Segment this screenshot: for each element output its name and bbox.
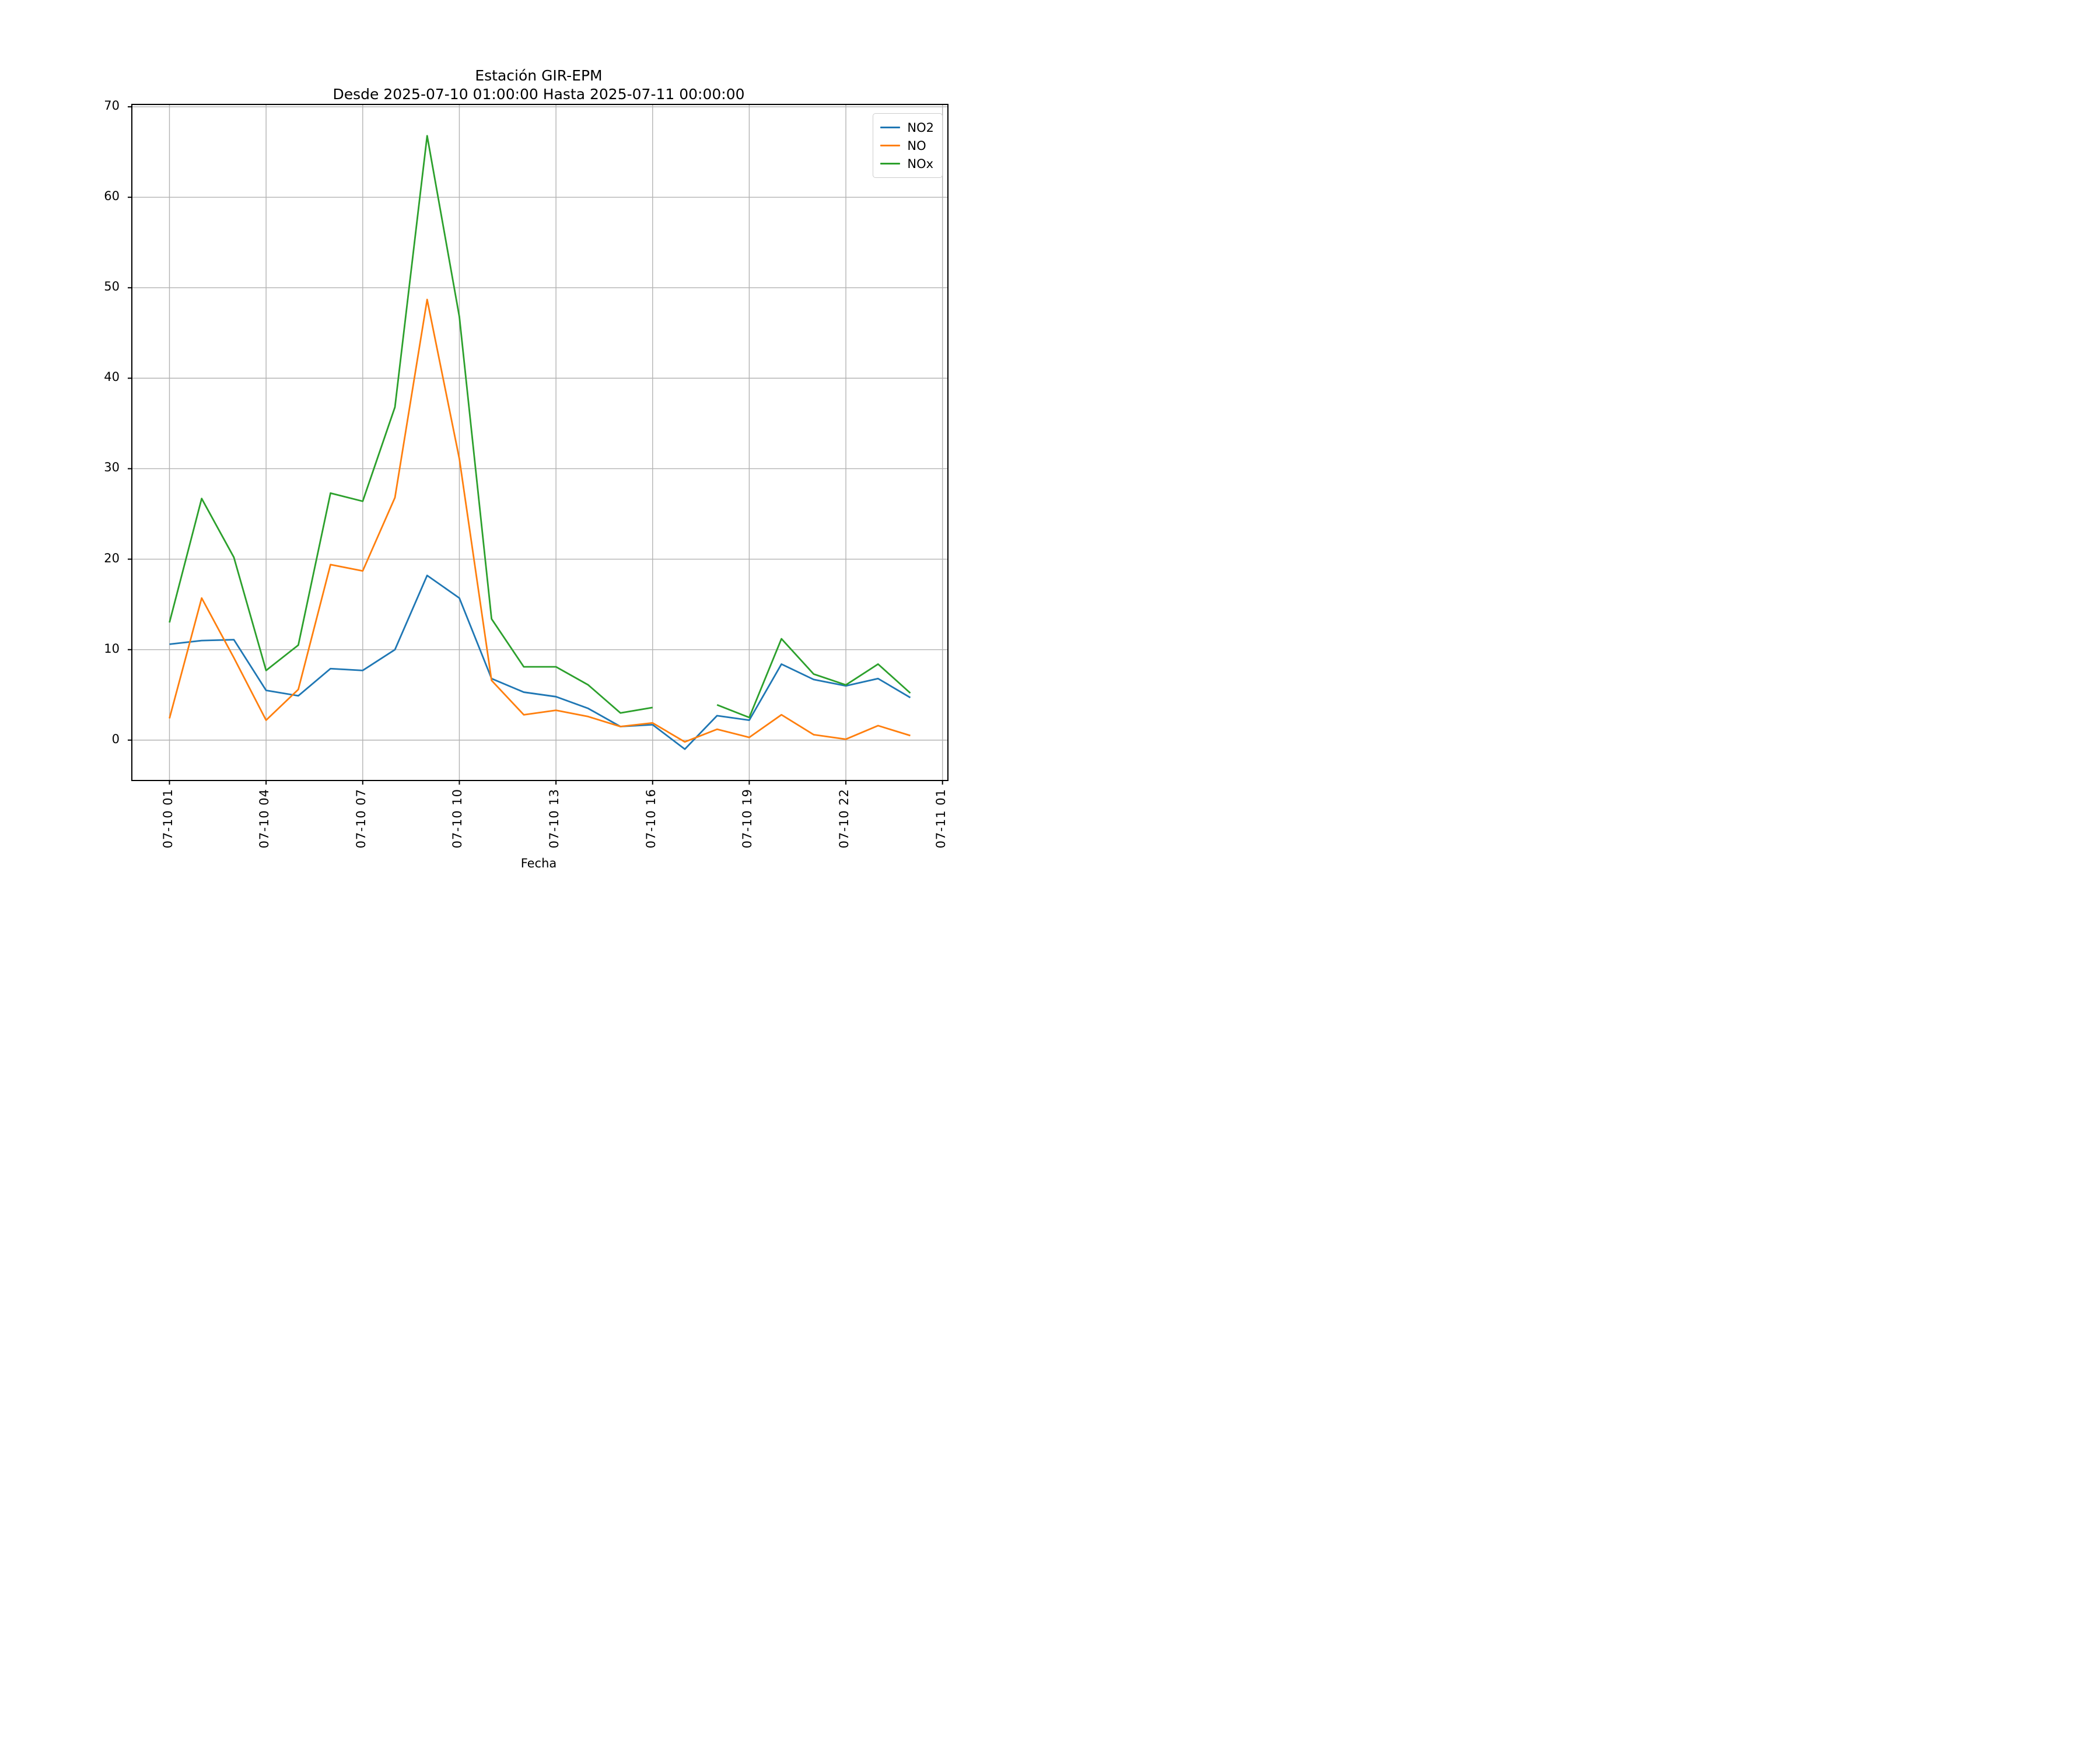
- legend-line-swatch-no2: [880, 127, 901, 128]
- legend-entry-no: NO: [880, 136, 934, 155]
- series-line-nox: [716, 638, 911, 719]
- x-axis-label: Fecha: [520, 856, 557, 870]
- plot-area: NO2 NO NOx: [128, 104, 949, 785]
- x-tick-label: 07-10 13: [547, 789, 562, 849]
- legend-label-no: NO: [907, 138, 926, 153]
- series-line-no: [169, 299, 911, 743]
- x-tick-label: 07-11 01: [933, 789, 948, 849]
- x-tick-label: 07-10 16: [643, 789, 658, 849]
- x-tick-label: 07-10 04: [257, 789, 272, 849]
- figure: Estación GIR-EPM Desde 2025-07-10 01:00:…: [0, 0, 1050, 875]
- y-tick-label: 50: [104, 279, 120, 294]
- chart-subtitle: Desde 2025-07-10 01:00:00 Hasta 2025-07-…: [332, 86, 745, 103]
- y-tick-label: 60: [104, 189, 120, 204]
- chart-title: Estación GIR-EPM: [475, 67, 603, 84]
- y-tick-label: 20: [104, 551, 120, 565]
- y-tick-label: 40: [104, 370, 120, 384]
- y-tick-label: 10: [104, 641, 120, 656]
- legend-entry-nox: NOx: [880, 155, 934, 173]
- chart-canvas: [128, 105, 947, 785]
- x-tick-label: 07-10 22: [837, 789, 852, 849]
- legend-line-swatch-nox: [880, 163, 901, 164]
- legend-entry-no2: NO2: [880, 118, 934, 136]
- legend-label-no2: NO2: [907, 120, 934, 135]
- y-tick-label: 30: [104, 460, 120, 475]
- y-tick-label: 70: [104, 99, 120, 113]
- series-line-no2: [169, 575, 911, 750]
- legend-label-nox: NOx: [907, 156, 934, 171]
- legend-line-swatch-no: [880, 145, 901, 146]
- x-tick-label: 07-10 01: [160, 789, 175, 849]
- series-line-nox: [169, 135, 653, 714]
- x-tick-label: 07-10 19: [740, 789, 755, 849]
- x-tick-label: 07-10 10: [450, 789, 465, 849]
- x-tick-label: 07-10 07: [354, 789, 368, 849]
- legend: NO2 NO NOx: [873, 113, 943, 178]
- y-tick-label: 0: [111, 732, 120, 746]
